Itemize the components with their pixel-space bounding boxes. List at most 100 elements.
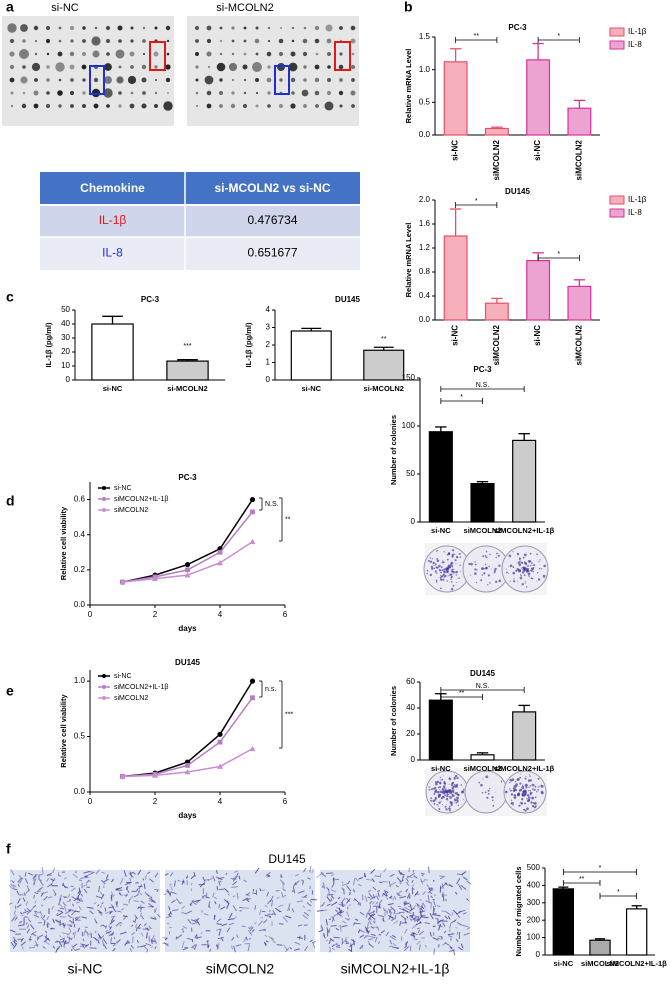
colony (440, 578, 443, 581)
cell-stroke (462, 924, 469, 928)
chart-title: PC-3 (178, 473, 197, 482)
blot-dot (34, 39, 38, 43)
blot-dot (115, 49, 125, 59)
colony (452, 791, 455, 794)
colony (436, 803, 439, 806)
cell-stroke (26, 922, 28, 925)
cell-stroke (343, 888, 345, 895)
cell-stroke (109, 919, 115, 925)
cell-stroke (263, 941, 267, 947)
cell-stroke (21, 945, 24, 950)
cell-stroke (456, 877, 461, 885)
y-tick-label: 0.0 (74, 600, 86, 609)
cell-stroke (110, 879, 114, 883)
cell-stroke (16, 904, 22, 908)
y-tick-label: 0.8 (419, 267, 431, 276)
cell-stroke (128, 941, 130, 944)
cell-stroke (52, 867, 56, 874)
cell-stroke (297, 936, 303, 939)
cell-stroke (365, 928, 370, 934)
cell-stroke (418, 930, 425, 936)
cell-stroke (248, 925, 253, 929)
blot-dot (255, 104, 259, 108)
cell-stroke (369, 913, 376, 917)
cell-stroke (226, 900, 229, 903)
cell-stroke (181, 912, 187, 915)
marker (250, 695, 255, 701)
colony (487, 792, 490, 795)
marker (185, 762, 190, 768)
colony (433, 787, 436, 790)
cell-stroke (129, 871, 133, 878)
cell-stroke (338, 913, 342, 917)
colony (428, 788, 431, 791)
x-tick-label: 4 (218, 610, 223, 619)
colony (533, 564, 536, 567)
blot-dot (10, 104, 14, 108)
cell-stroke (458, 909, 466, 913)
cell-stroke (318, 929, 324, 933)
colony (498, 579, 502, 583)
cell-stroke (359, 911, 365, 916)
x-tick-label: si-MCOLN2 (364, 384, 404, 393)
cell-stroke (404, 918, 407, 925)
cell-stroke (181, 880, 185, 884)
cell-stroke (97, 909, 103, 914)
cell-stroke (36, 890, 42, 893)
blot-dot (302, 51, 308, 57)
colony (486, 796, 489, 799)
blot-dot (33, 25, 39, 31)
blot-dot (94, 26, 98, 30)
cell-stroke (42, 946, 46, 949)
cell-stroke (79, 945, 85, 948)
cell-stroke (8, 902, 13, 905)
cell-stroke (231, 886, 238, 888)
colony (441, 561, 444, 564)
blot-dot (291, 91, 295, 95)
cell-stroke (30, 930, 37, 936)
cell-stroke (462, 912, 467, 915)
colony (495, 556, 497, 559)
cell-stroke (249, 931, 253, 935)
colony (448, 783, 450, 785)
colony (529, 785, 532, 787)
colony (438, 564, 441, 568)
cell-stroke (286, 909, 291, 911)
cell-stroke (70, 887, 76, 892)
cell-stroke (150, 939, 153, 945)
colony (527, 796, 531, 799)
cell-stroke (326, 896, 331, 902)
blot-dot (166, 52, 170, 56)
cell-stroke (181, 928, 184, 930)
cell-stroke (83, 888, 88, 894)
blot-dot (46, 91, 50, 95)
cell-stroke (325, 939, 328, 942)
x-tick-label: siMCOLN2+IL-1β (494, 764, 555, 773)
cell-stroke (232, 881, 238, 886)
cell-stroke (101, 871, 105, 874)
blot-dot (82, 78, 86, 82)
cell-stroke (21, 914, 24, 917)
cell-stroke (134, 916, 137, 922)
colony (432, 561, 435, 565)
cell-stroke (243, 879, 247, 883)
blot-dot (315, 104, 319, 108)
cell-stroke (402, 875, 404, 881)
cell-stroke (399, 920, 402, 926)
cell-stroke (368, 943, 374, 948)
cell-stroke (280, 873, 283, 879)
cell-stroke (84, 930, 90, 936)
cell-stroke (186, 937, 194, 941)
cell-stroke (372, 886, 377, 891)
colony (528, 798, 531, 801)
panel-label: c (6, 289, 14, 305)
cell-stroke (291, 908, 295, 913)
blot-dot (243, 91, 247, 95)
cell-stroke (217, 942, 220, 950)
cell-stroke (148, 900, 155, 903)
colony (439, 782, 442, 785)
marker (249, 538, 256, 545)
blot-dot (92, 50, 100, 58)
cell-stroke (235, 944, 242, 947)
cell-stroke (72, 910, 76, 912)
